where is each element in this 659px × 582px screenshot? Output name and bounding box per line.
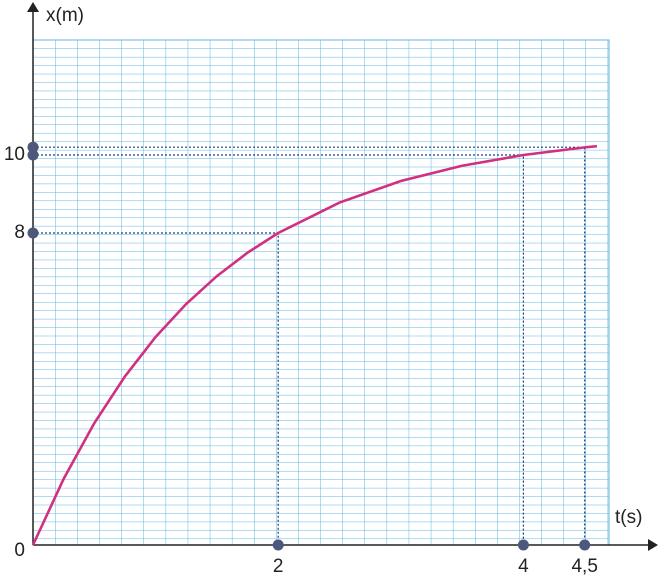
curve [31,144,598,546]
x-arrow [648,539,658,551]
y-tick-label: 8 [14,222,25,243]
grid [32,39,610,546]
marker-dot [517,539,529,551]
marker-dot [27,141,39,153]
x-axis-label: t(s) [615,507,642,528]
y-axis-label: x(m) [46,5,84,26]
grid-paper [32,39,610,546]
marker-dot [27,149,39,161]
marker-dot [579,539,591,551]
marker-dot [272,539,284,551]
marker-dot [27,227,39,239]
x-tick-label: 2 [273,556,284,577]
x-tick-label: 4,5 [571,556,597,577]
y-tick-label: 0 [14,540,25,561]
y-arrow [27,2,39,12]
x-tick-label: 4 [518,556,529,577]
y-tick-label: 10 [4,144,25,165]
guide-line [33,146,586,545]
